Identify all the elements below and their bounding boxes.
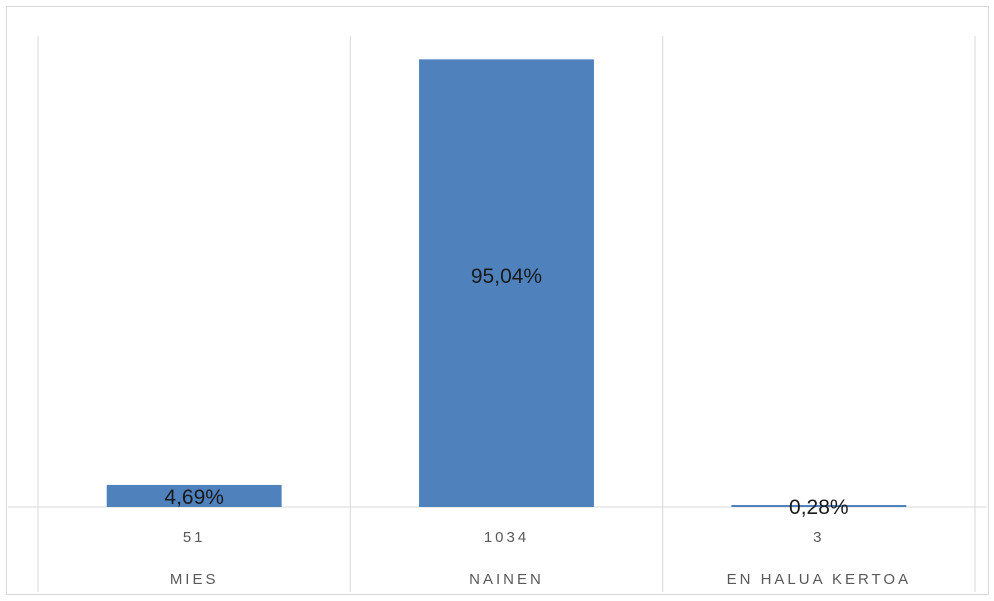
labels: 4,69% 51 MIES 95,04% 1034 NAINEN 0,28% 3 EN HALU… [164,265,912,588]
data-label: 0,28% [789,496,849,519]
category-tick-label: EN HALUA KERTOA [727,571,912,588]
count-label: 1034 [484,529,529,546]
category-tick-label: MIES [170,571,219,588]
data-label: 95,04% [471,265,542,288]
count-label: 3 [813,529,824,546]
data-label: 4,69% [164,486,224,509]
bar-nainen [419,59,594,507]
count-label: 51 [183,529,206,546]
bar-mies [106,484,282,507]
category-tick-label: NAINEN [469,571,544,588]
bars [106,59,907,507]
bar-en-halua-kertoa [731,505,907,507]
